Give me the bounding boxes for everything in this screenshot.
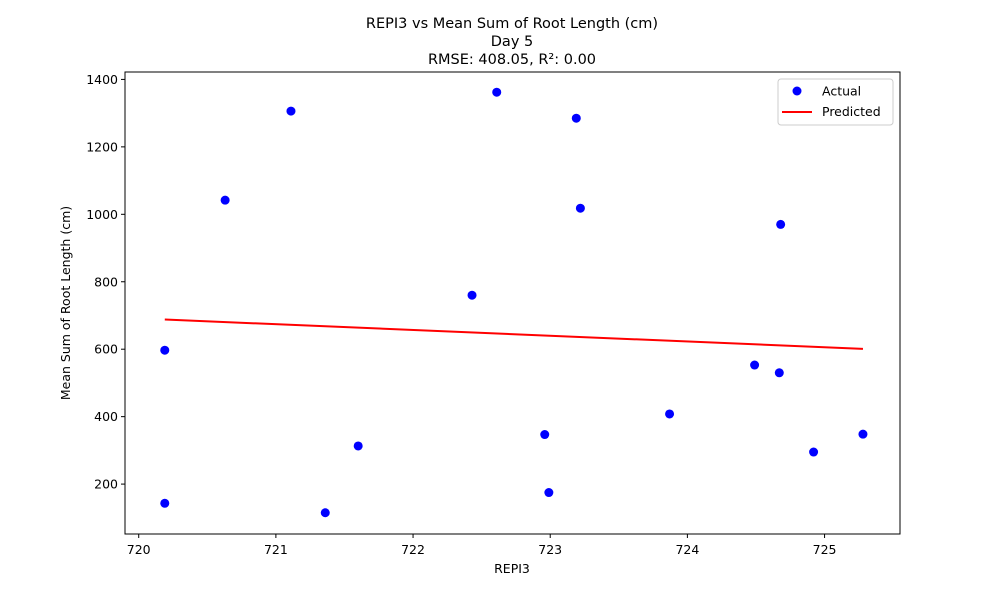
- actual-point: [858, 429, 868, 439]
- y-axis: 200 400 600 800 1000 1200 1400: [86, 72, 125, 492]
- y-tick-label: 1200: [86, 139, 118, 154]
- actual-point: [774, 368, 784, 378]
- actual-point: [809, 447, 819, 457]
- x-tick-label: 720: [127, 542, 151, 557]
- legend-marker-actual: [792, 86, 802, 96]
- actual-point: [544, 488, 554, 498]
- actual-point: [160, 498, 170, 508]
- actual-point: [320, 508, 330, 518]
- plot-area: [124, 71, 901, 535]
- predicted-line: [164, 318, 864, 350]
- legend: Actual Predicted: [777, 78, 894, 126]
- x-tick-label: 721: [264, 542, 288, 557]
- actual-point: [571, 113, 581, 123]
- y-tick-label: 1000: [86, 207, 118, 222]
- chart-subtitle: Day 5: [491, 34, 533, 50]
- actual-point: [776, 219, 786, 229]
- actual-point: [286, 106, 296, 116]
- legend-label-actual: Actual: [822, 84, 861, 99]
- chart-title: REPI3 vs Mean Sum of Root Length (cm): [366, 16, 658, 32]
- legend-box: [777, 78, 894, 126]
- x-tick-label: 722: [401, 542, 425, 557]
- y-tick-label: 1400: [86, 72, 118, 87]
- actual-point: [467, 290, 477, 300]
- x-tick-label: 725: [813, 542, 837, 557]
- x-axis: 720 721 722 723 724 725: [127, 534, 837, 557]
- actual-point: [160, 345, 170, 355]
- actual-point: [575, 203, 585, 213]
- chart-metrics: RMSE: 408.05, R²: 0.00: [428, 52, 596, 68]
- x-tick-label: 724: [675, 542, 699, 557]
- x-axis-label: REPI3: [494, 561, 530, 576]
- series-layer: [160, 87, 868, 518]
- y-tick-label: 400: [94, 409, 118, 424]
- x-tick-label: 723: [538, 542, 562, 557]
- y-tick-label: 200: [94, 477, 118, 492]
- y-axis-label: Mean Sum of Root Length (cm): [58, 206, 73, 400]
- legend-label-predicted: Predicted: [822, 104, 881, 119]
- y-tick-label: 800: [94, 274, 118, 289]
- actual-point: [665, 409, 675, 419]
- actual-point: [540, 430, 550, 440]
- actual-point: [220, 195, 230, 205]
- actual-point: [750, 360, 760, 370]
- actual-point: [353, 441, 363, 451]
- y-tick-label: 600: [94, 342, 118, 357]
- actual-point: [492, 87, 502, 97]
